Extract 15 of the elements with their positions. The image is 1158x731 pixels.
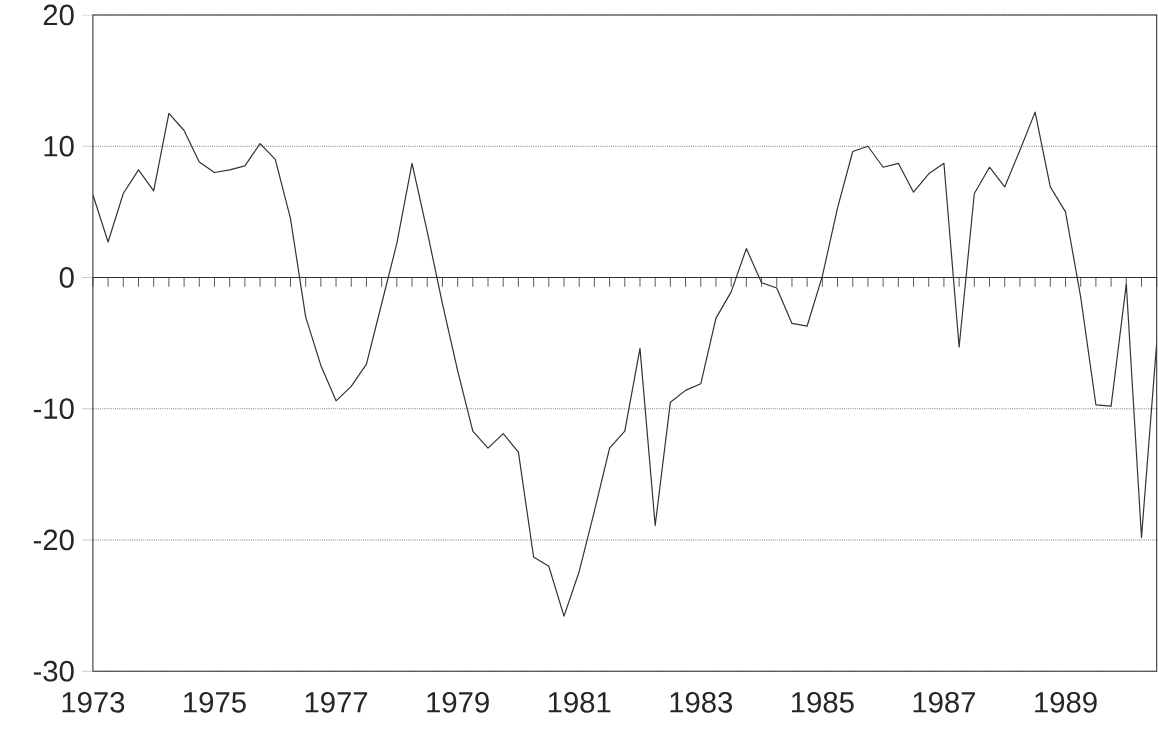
- y-tick-label: 0: [59, 267, 74, 288]
- x-tick-label: 1979: [427, 691, 489, 713]
- y-tick-label: -30: [33, 660, 74, 682]
- x-tick-label: 1975: [184, 691, 246, 713]
- x-tick-label: 1989: [1035, 691, 1097, 713]
- x-tick-label: 1981: [548, 691, 611, 713]
- y-tick-label: -10: [33, 398, 74, 420]
- y-tick-label: 10: [44, 135, 74, 157]
- x-tick-label: 1987: [913, 691, 976, 713]
- x-tick-label: 1977: [305, 691, 368, 713]
- x-tick-label: 1973: [62, 691, 125, 713]
- x-tick-label: 1983: [670, 691, 733, 713]
- x-tick-label: 1985: [791, 691, 854, 713]
- y-tick-label: -20: [33, 529, 74, 551]
- y-tick-label: 20: [43, 4, 74, 26]
